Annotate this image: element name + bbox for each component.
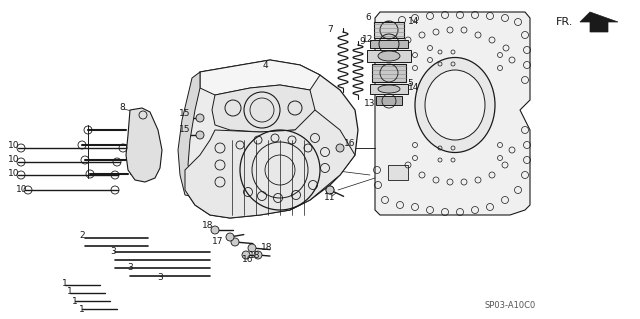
Ellipse shape [378,85,400,93]
Circle shape [326,186,334,194]
Text: 12: 12 [362,35,374,44]
Text: 17: 17 [212,238,224,247]
Polygon shape [388,165,408,180]
Text: 2: 2 [79,232,85,241]
Text: 16: 16 [344,138,356,147]
Text: 5: 5 [407,79,413,88]
Text: 16: 16 [243,256,253,264]
Polygon shape [212,85,315,132]
Text: 18: 18 [261,243,273,253]
Text: 4: 4 [262,61,268,70]
Circle shape [242,251,250,259]
Text: 15: 15 [179,108,191,117]
Polygon shape [375,12,530,215]
Ellipse shape [425,70,485,140]
Polygon shape [370,40,408,48]
Text: 18: 18 [202,220,214,229]
Text: 1: 1 [67,287,73,296]
Text: 6: 6 [365,13,371,23]
Circle shape [231,238,239,246]
Circle shape [326,186,334,194]
Text: 10: 10 [8,140,20,150]
Polygon shape [178,72,210,200]
Text: 10: 10 [8,155,20,165]
Polygon shape [126,108,162,182]
Text: 3: 3 [157,273,163,283]
Text: 13: 13 [364,99,376,108]
Circle shape [336,144,344,152]
Text: 3: 3 [127,263,133,272]
Text: 8: 8 [119,102,125,112]
Polygon shape [580,12,618,32]
Text: SP03-A10C0: SP03-A10C0 [484,300,536,309]
Polygon shape [200,60,320,95]
Polygon shape [185,110,355,218]
Text: 1: 1 [79,305,85,314]
Text: 3: 3 [110,248,116,256]
Text: 9: 9 [359,38,365,47]
Text: 18: 18 [249,250,260,259]
Circle shape [211,226,219,234]
Polygon shape [374,22,404,38]
Text: 10: 10 [16,186,28,195]
Polygon shape [372,64,406,82]
Text: 1: 1 [72,296,78,306]
Circle shape [196,131,204,139]
Text: FR.: FR. [556,17,573,27]
Text: 15: 15 [179,125,191,135]
Text: 10: 10 [8,169,20,179]
Polygon shape [182,60,358,218]
Polygon shape [367,50,411,62]
Ellipse shape [378,51,400,61]
Circle shape [196,114,204,122]
Text: 11: 11 [324,194,336,203]
Circle shape [226,233,234,241]
Text: 14: 14 [408,84,420,93]
Text: 7: 7 [327,26,333,34]
Ellipse shape [415,57,495,152]
Polygon shape [370,84,408,94]
Text: 1: 1 [62,278,68,287]
Circle shape [248,244,256,252]
Circle shape [254,251,262,259]
Polygon shape [376,96,402,105]
Text: 14: 14 [408,18,420,26]
